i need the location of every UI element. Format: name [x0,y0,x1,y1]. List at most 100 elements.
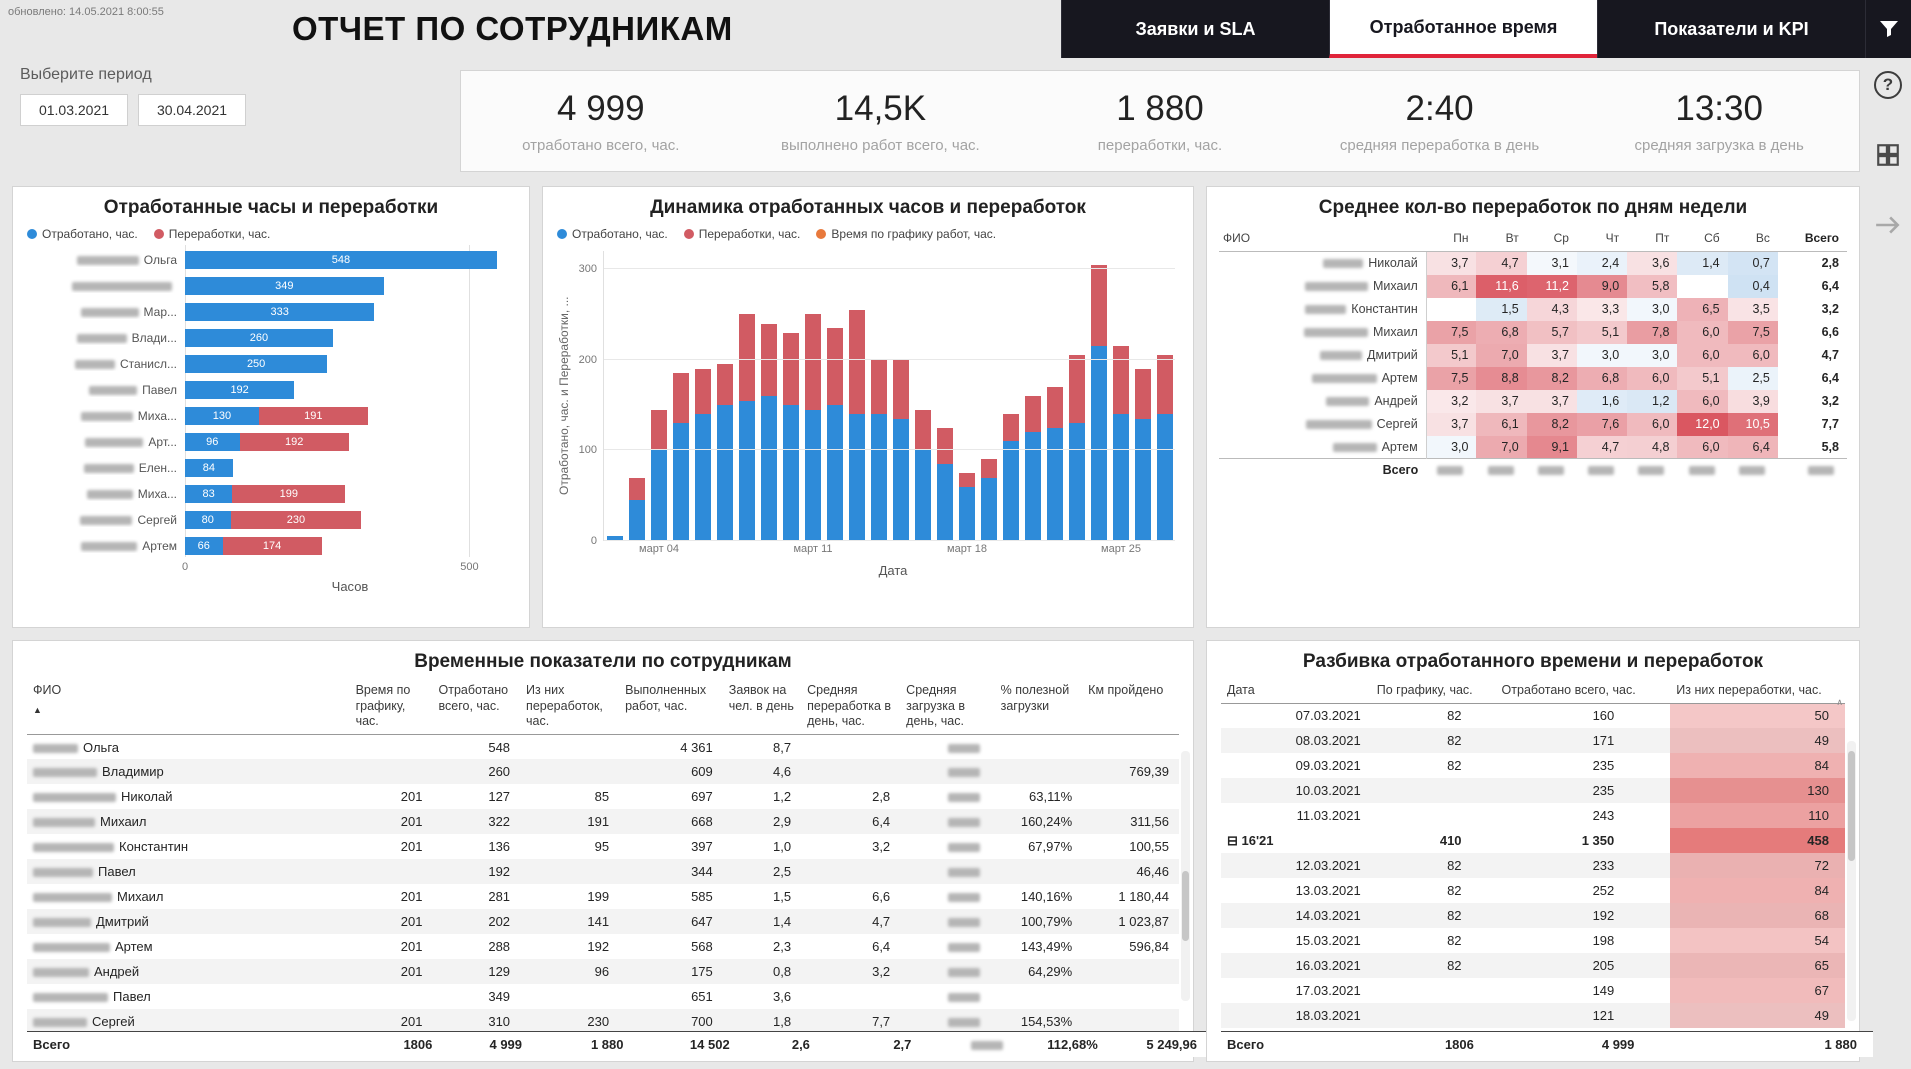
bar-row[interactable]: Мар... 333 [27,299,515,325]
heatmap-cell[interactable]: 9,1 [1526,435,1577,459]
stacked-bar[interactable] [981,459,997,541]
heatmap-cell[interactable]: 6,4 [1727,435,1778,459]
column-header[interactable]: Км пройдено [1082,679,1179,735]
heatmap-cell[interactable]: 8,2 [1526,412,1577,436]
heatmap-cell[interactable]: 3,7 [1526,343,1577,367]
heatmap-cell[interactable]: 0,7 [1727,251,1778,275]
filter-icon[interactable] [1865,0,1911,58]
heatmap-cell[interactable] [1677,275,1727,298]
heatmap-cell[interactable]: 3,0 [1426,435,1477,459]
bar-row[interactable]: Сергей 80 230 [27,507,515,533]
stacked-bar[interactable] [695,368,711,541]
stacked-bar[interactable] [1091,264,1107,541]
bar-row[interactable]: Ольга 548 [27,247,515,273]
column-header[interactable]: Сб [1677,227,1728,252]
heatmap-cell[interactable]: 6,1 [1426,274,1477,298]
tab-2[interactable]: Показатели и KPI [1597,0,1865,58]
heatmap-cell[interactable]: 6,8 [1576,366,1628,390]
bar-row[interactable]: Арт... 96 192 [27,429,515,455]
table-row[interactable]: 11.03.2021 243 110 [1221,803,1845,829]
heatmap-row[interactable]: Михаил 7,5 6,8 5,7 5,1 7,8 6,0 7,5 6,6 [1219,320,1847,344]
table-row[interactable]: Дмитрий 201 202 141 647 1,4 4,7 100,79% 1 023,87 [27,909,1179,935]
column-header[interactable]: Заявок на чел. в день [722,679,802,735]
stacked-bar[interactable] [1157,355,1173,541]
table-row[interactable]: Павел 192 344 2,5 46,46 [27,859,1179,885]
stacked-bar[interactable] [739,314,755,541]
heatmap-cell[interactable]: 7,8 [1627,320,1678,344]
table-row[interactable]: Михаил 201 281 199 585 1,5 6,6 140,16% 1 180,44 [27,884,1179,909]
overtime-bar-segment[interactable]: 174 [222,537,322,555]
worked-bar-segment[interactable]: 130 [185,407,259,425]
heatmap-cell[interactable]: 3,0 [1627,297,1678,321]
column-header[interactable]: По графику, час. [1370,679,1496,704]
overtime-bar-segment[interactable]: 192 [239,433,349,451]
heatmap-row[interactable]: Артем 3,0 7,0 9,1 4,7 4,8 6,0 6,4 5,8 [1219,435,1847,459]
column-header[interactable]: ФИО [1219,227,1427,252]
table-row[interactable]: 16.03.2021 82 205 65 [1221,953,1845,979]
heatmap-cell[interactable]: 6,1 [1476,412,1527,436]
heatmap-cell[interactable]: 3,7 [1526,389,1577,413]
stacked-bar[interactable] [761,323,777,541]
stacked-bar[interactable] [1003,414,1019,541]
table-row[interactable]: 13.03.2021 82 252 84 [1221,878,1845,904]
worked-bar-segment[interactable]: 349 [185,277,384,295]
bar-row[interactable]: Миха... 130 191 [27,403,515,429]
stacked-bar[interactable] [871,359,887,541]
column-header[interactable]: Дата [1221,679,1371,704]
table-row[interactable]: 17.03.2021 149 67 [1221,978,1845,1004]
table-row[interactable]: 09.03.2021 82 235 84 [1221,753,1845,779]
heatmap-cell[interactable]: 5,1 [1677,366,1728,390]
stacked-bar[interactable] [717,364,733,541]
heatmap-row[interactable]: Михаил 6,1 11,6 11,2 9,0 5,8 0,4 6,4 [1219,274,1847,298]
table-row[interactable]: 12.03.2021 82 233 72 [1221,853,1845,879]
stacked-bar[interactable] [827,328,843,541]
heatmap-cell[interactable]: 5,1 [1576,320,1628,344]
column-header[interactable]: Из них переработок, час. [520,679,620,735]
heatmap-cell[interactable]: 6,0 [1727,343,1778,367]
group-row[interactable]: ⊟ 16'21 410 1 350 458 [1221,828,1845,854]
table-row[interactable]: 07.03.2021 82 160 50 [1221,703,1845,729]
heatmap-cell[interactable]: 7,6 [1576,412,1628,436]
heatmap-cell[interactable]: 6,0 [1677,343,1728,367]
worked-bar-segment[interactable]: 250 [185,355,328,373]
heatmap-cell[interactable]: 6,0 [1627,412,1678,436]
overtime-bar-segment[interactable]: 191 [258,407,368,425]
heatmap-cell[interactable]: 7,0 [1476,343,1527,367]
heatmap-cell[interactable]: 11,6 [1476,274,1527,298]
heatmap-cell[interactable]: 8,2 [1526,366,1577,390]
stacked-bar[interactable] [849,309,865,541]
heatmap-cell[interactable]: 7,5 [1727,320,1778,344]
stacked-bar[interactable] [1047,386,1063,541]
stacked-bar[interactable] [893,359,909,541]
heatmap-cell[interactable]: 9,0 [1576,274,1628,298]
heatmap-cell[interactable]: 1,6 [1576,389,1628,413]
period-start-input[interactable]: 01.03.2021 [20,94,128,126]
heatmap-cell[interactable] [1426,298,1476,321]
heatmap-cell[interactable]: 6,8 [1476,320,1527,344]
column-header[interactable]: Из них переработки, час. [1670,679,1845,704]
stacked-bar[interactable] [673,373,689,541]
bookmarks-button[interactable] [1873,140,1903,170]
worked-bar-segment[interactable]: 260 [185,329,333,347]
worked-bar-segment[interactable]: 192 [185,381,295,399]
heatmap-cell[interactable]: 6,0 [1677,435,1728,459]
bar-row[interactable]: Елен... 84 [27,455,515,481]
heatmap-cell[interactable]: 4,7 [1576,435,1628,459]
worked-bar-segment[interactable]: 80 [185,511,231,529]
worked-bar-segment[interactable]: 66 [185,537,223,555]
table-row[interactable]: Ольга 548 4 361 8,7 [27,734,1179,759]
heatmap-cell[interactable]: 6,5 [1677,297,1728,321]
heatmap-cell[interactable]: 7,0 [1476,435,1527,459]
table-row[interactable]: Николай 201 127 85 697 1,2 2,8 63,11% [27,784,1179,809]
heatmap-cell[interactable]: 2,4 [1576,251,1628,275]
heatmap-cell[interactable]: 3,2 [1426,389,1477,413]
heatmap-cell[interactable]: 1,4 [1677,251,1728,275]
heatmap-cell[interactable]: 6,0 [1677,389,1728,413]
help-button[interactable]: ? [1873,70,1903,100]
heatmap-cell[interactable]: 1,5 [1476,297,1527,321]
table-row[interactable]: Андрей 201 129 96 175 0,8 3,2 64,29% [27,959,1179,985]
heatmap-cell[interactable]: 5,7 [1526,320,1577,344]
heatmap-cell[interactable]: 3,0 [1627,343,1678,367]
column-header[interactable]: Выполненных работ, час. [619,679,723,735]
column-header[interactable]: Отработано всего, час. [432,679,521,735]
